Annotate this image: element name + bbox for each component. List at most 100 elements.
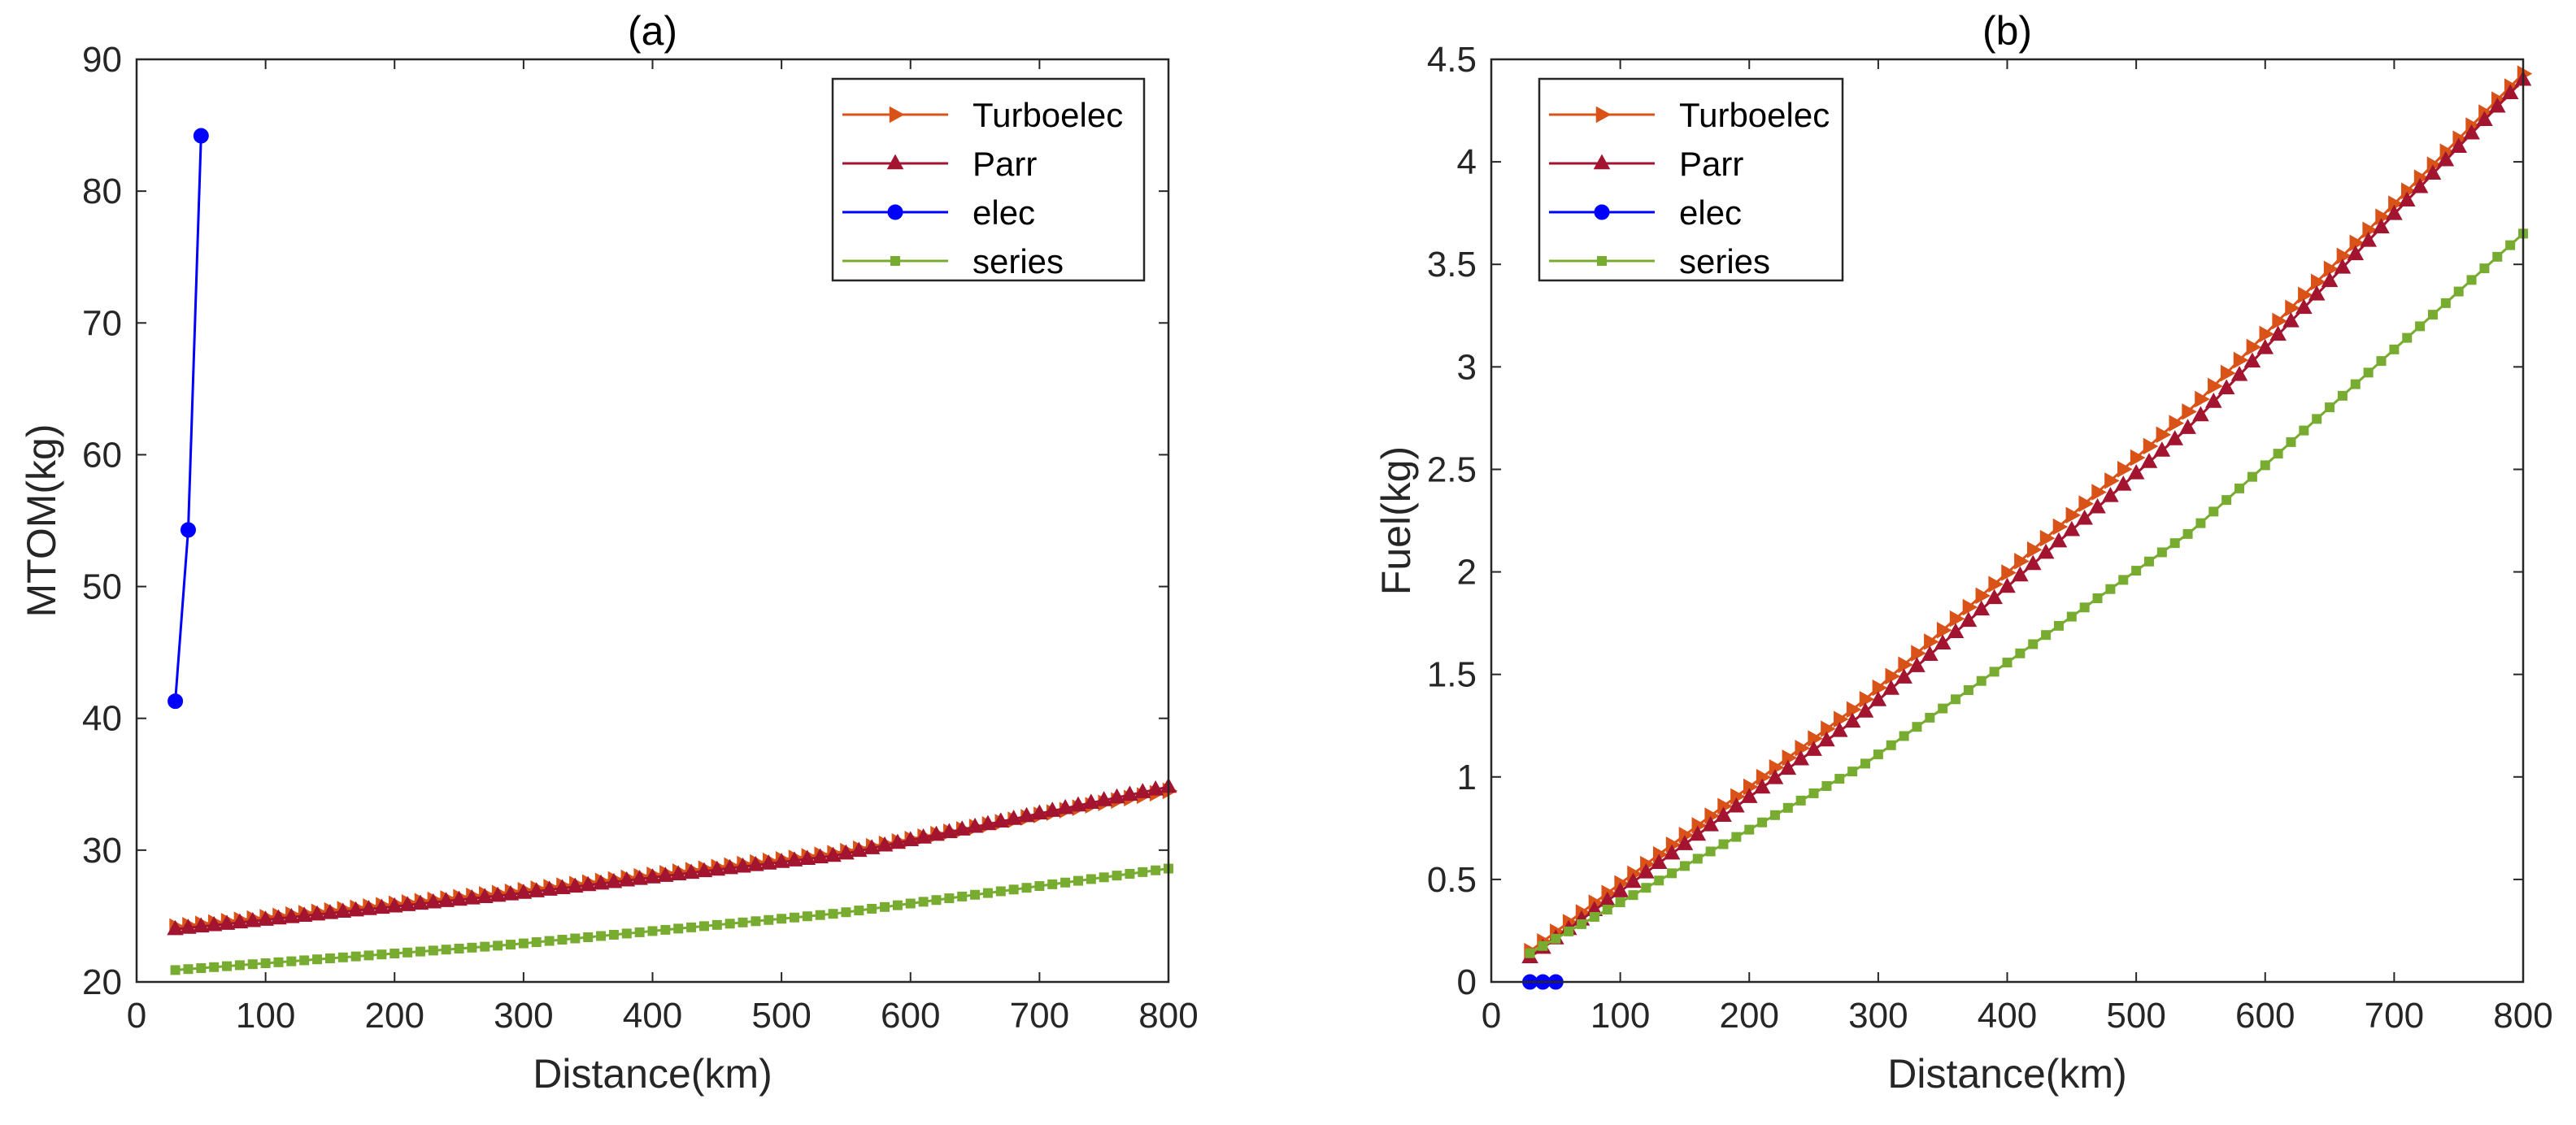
y-tick-label: 70 <box>82 303 122 343</box>
data-point <box>183 964 194 975</box>
legend: Turboelec Parr elec series <box>831 77 1146 282</box>
data-point <box>270 909 287 925</box>
data-point <box>1951 694 1961 705</box>
data-point <box>2321 271 2339 288</box>
x-tick-label: 0 <box>1482 996 1501 1036</box>
data-point <box>1989 667 1999 677</box>
data-point <box>2363 367 2374 378</box>
data-point <box>957 891 968 901</box>
data-point <box>995 886 1006 897</box>
data-point <box>2143 556 2154 567</box>
data-point <box>398 896 416 911</box>
data-point <box>222 961 233 971</box>
data-point <box>660 924 671 935</box>
data-point <box>915 828 932 844</box>
data-point <box>1692 854 1703 864</box>
data-point <box>350 951 361 962</box>
legend-label: Parr <box>973 145 1037 183</box>
data-point <box>2402 332 2413 343</box>
data-point <box>1099 872 1109 883</box>
data-point <box>2063 520 2081 536</box>
legend-swatch-marker <box>887 204 903 220</box>
legend-label: series <box>1679 242 1770 280</box>
data-point <box>1151 865 1161 875</box>
data-point <box>1873 749 1883 760</box>
data-point <box>209 962 220 972</box>
data-point <box>2440 298 2451 308</box>
y-tick-label: 0.5 <box>1427 860 1477 900</box>
data-point <box>1031 804 1048 820</box>
data-point <box>218 914 236 930</box>
data-point <box>1805 741 1822 756</box>
data-point <box>518 938 529 949</box>
data-point <box>854 906 864 916</box>
data-point <box>2479 263 2490 274</box>
data-point <box>337 952 348 962</box>
data-point <box>1753 778 1771 794</box>
data-point <box>1963 684 1973 695</box>
data-point <box>966 817 984 833</box>
data-point <box>2076 509 2093 525</box>
data-point <box>260 958 271 969</box>
data-point <box>2156 547 2167 558</box>
data-point <box>734 857 751 873</box>
y-tick-label: 2.5 <box>1427 450 1477 489</box>
data-point <box>2466 275 2477 285</box>
data-point <box>1740 788 1758 803</box>
data-point <box>334 902 352 919</box>
data-point <box>1821 781 1832 792</box>
data-point <box>2114 475 2132 491</box>
data-point <box>2028 639 2039 649</box>
data-point <box>506 940 516 950</box>
data-point <box>2282 312 2300 328</box>
data-point <box>1577 919 1587 929</box>
data-point <box>2463 124 2480 140</box>
data-point <box>695 862 713 878</box>
data-point <box>1702 816 1719 832</box>
data-point <box>1108 788 1125 804</box>
data-point <box>1925 712 1935 723</box>
legend-entry: Turboelec <box>842 96 1123 134</box>
x-tick-label: 100 <box>236 996 295 1036</box>
data-point <box>789 912 799 923</box>
data-point <box>1843 712 1861 728</box>
data-point <box>205 915 223 932</box>
y-tick-label: 60 <box>82 435 122 475</box>
data-point <box>621 928 632 939</box>
data-point <box>2259 325 2275 343</box>
data-point <box>1860 758 1871 769</box>
data-point <box>2014 553 2030 570</box>
data-point <box>1715 806 1732 823</box>
legend-label: Turboelec <box>973 96 1123 134</box>
data-point <box>2246 338 2262 356</box>
data-point <box>273 957 284 967</box>
data-point <box>1034 881 1045 892</box>
data-point <box>2041 630 2052 641</box>
data-point <box>2350 379 2361 389</box>
data-point <box>863 839 881 854</box>
data-point <box>673 923 684 934</box>
data-point <box>2089 497 2106 514</box>
data-point <box>802 911 812 922</box>
legend-box <box>831 77 1146 282</box>
data-point <box>2273 449 2283 459</box>
data-point <box>2362 221 2378 239</box>
data-point <box>1121 785 1138 801</box>
axes-box <box>1490 58 2525 984</box>
data-point <box>2208 506 2219 517</box>
data-point <box>2205 393 2222 408</box>
data-point <box>1766 769 1784 784</box>
data-point <box>2360 231 2377 247</box>
series-parr <box>1521 70 2532 963</box>
data-point <box>751 916 761 927</box>
data-point <box>1086 874 1096 884</box>
data-point <box>2169 538 2180 549</box>
data-point <box>970 889 981 900</box>
data-point <box>928 825 945 841</box>
legend-entry: Parr <box>1549 145 1743 183</box>
data-point <box>1769 758 1785 776</box>
data-point <box>618 871 636 887</box>
legend-swatch-marker <box>1593 154 1611 170</box>
data-point <box>2243 352 2261 368</box>
legend-entry: elec <box>842 193 1035 232</box>
